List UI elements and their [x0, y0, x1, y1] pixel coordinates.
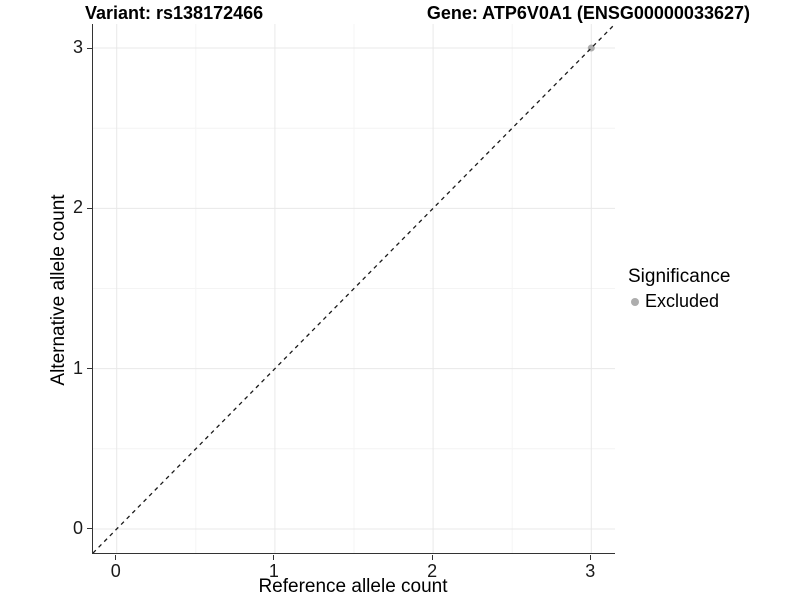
plot-panel [92, 24, 615, 554]
x-tick-mark [273, 554, 275, 560]
x-tick-label: 1 [268, 561, 279, 581]
plot-title-gene: Gene: ATP6V0A1 (ENSG00000033627) [426, 3, 750, 23]
y-tick-mark [87, 368, 92, 370]
y-tick-mark [87, 528, 92, 530]
legend-title: Significance [628, 266, 731, 287]
x-tick-label: 3 [585, 561, 596, 581]
identity-line [93, 24, 615, 553]
y-tick-mark [87, 207, 92, 209]
legend-point-icon [631, 297, 639, 306]
plot-title-row: Variant: rs138172466 Gene: ATP6V0A1 (ENS… [85, 3, 750, 24]
x-tick-label: 0 [110, 561, 121, 581]
y-tick-label: 3 [72, 37, 83, 58]
y-tick-label: 2 [72, 197, 83, 218]
legend-items: Excluded [628, 291, 730, 312]
y-tick-mark [87, 47, 92, 49]
legend: Significance Excluded [628, 266, 730, 312]
plot-title-variant: Variant: rs138172466 [85, 3, 264, 23]
x-tick-mark [431, 554, 433, 560]
x-axis-label: Reference allele count [258, 576, 448, 597]
x-tick-label: 2 [427, 561, 438, 581]
plot-area-svg [93, 24, 615, 553]
legend-item-label: Excluded [645, 291, 720, 311]
x-tick-mark [589, 554, 591, 560]
legend-item-excluded: Excluded [628, 291, 730, 312]
y-tick-label: 1 [72, 357, 83, 378]
y-tick-label: 0 [72, 517, 83, 538]
x-tick-mark [115, 554, 117, 560]
